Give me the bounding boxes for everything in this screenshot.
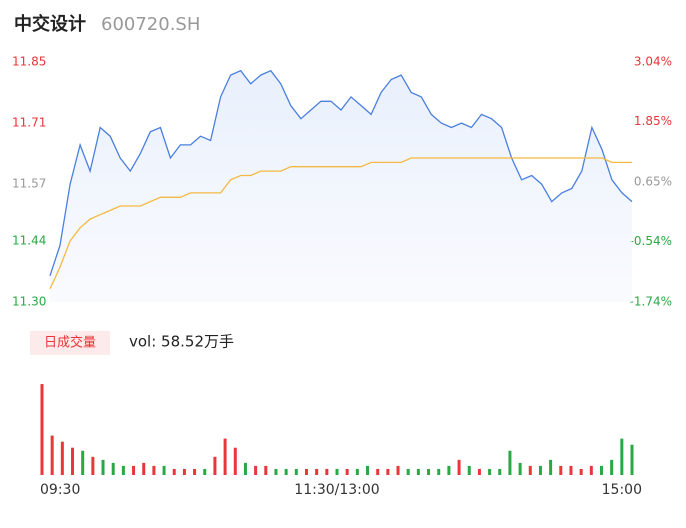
volume-bar — [467, 465, 471, 475]
price-line — [49, 69, 633, 277]
volume-bar — [335, 468, 339, 475]
volume-bar — [366, 465, 370, 475]
volume-bar — [579, 468, 583, 475]
average-line — [49, 157, 632, 290]
y-tick-label: 11.85 — [12, 55, 46, 69]
volume-bar — [427, 468, 431, 475]
volume-bar — [325, 468, 329, 475]
volume-bar — [620, 438, 624, 475]
volume-bar — [355, 468, 359, 475]
volume-bar — [213, 456, 217, 475]
volume-bar — [386, 468, 390, 475]
y2-tick-label: 0.65% — [634, 175, 672, 189]
volume-bar — [528, 465, 532, 475]
volume-bar — [203, 468, 207, 475]
volume-bar — [121, 465, 125, 475]
volume-bar — [437, 468, 441, 475]
volume-annotation: vol: 58.52万手 — [129, 333, 234, 351]
x-tick-label: 09:30 — [40, 482, 80, 498]
y2-tick-label: 1.85% — [634, 114, 672, 128]
volume-bar — [488, 468, 492, 475]
volume-button-label[interactable]: 日成交量 — [44, 335, 96, 351]
volume-bar — [60, 441, 64, 475]
volume-bar — [142, 462, 146, 475]
x-tick-label: 15:00 — [602, 482, 642, 498]
volume-bar — [254, 465, 258, 475]
volume-bar — [284, 468, 288, 475]
volume-bar — [569, 465, 573, 475]
volume-bar — [376, 468, 380, 475]
volume-bar — [416, 468, 420, 475]
volume-button[interactable] — [30, 331, 110, 355]
volume-bar — [101, 459, 105, 475]
x-tick-label: 11:30/13:00 — [294, 482, 379, 498]
volume-bar — [457, 459, 461, 475]
volume-bar — [193, 468, 197, 475]
volume-bar — [630, 444, 634, 475]
y-tick-label: 11.30 — [12, 295, 46, 309]
volume-bar — [172, 468, 176, 475]
volume-bar — [111, 462, 115, 475]
volume-bar — [71, 447, 75, 475]
price-area — [50, 70, 632, 302]
y2-tick-label: 3.04% — [634, 55, 672, 69]
volume-bar — [294, 468, 298, 475]
volume-bar — [152, 465, 156, 475]
chart-title: 中交设计 — [14, 13, 86, 35]
volume-bar — [599, 465, 603, 475]
volume-bar — [406, 468, 410, 475]
volume-bar — [396, 465, 400, 475]
volume-bar — [132, 465, 136, 475]
volume-bar — [498, 468, 502, 475]
volume-bar — [243, 462, 247, 475]
volume-bar — [345, 468, 349, 475]
volume-bar — [304, 468, 308, 475]
volume-bar — [610, 459, 614, 475]
volume-bar — [223, 438, 227, 475]
volume-bar — [549, 459, 553, 475]
volume-bar — [182, 468, 186, 475]
volume-bar — [589, 465, 593, 475]
y-tick-label: 11.57 — [12, 177, 46, 191]
y-tick-label: 11.44 — [12, 233, 46, 247]
volume-bar — [50, 435, 54, 475]
y-tick-label: 11.71 — [12, 116, 46, 130]
volume-bar — [233, 447, 237, 475]
volume-bar — [559, 465, 563, 475]
volume-bar — [81, 450, 85, 475]
volume-bar — [40, 384, 44, 475]
volume-bar — [477, 468, 481, 475]
y2-tick-label: -0.54% — [630, 234, 672, 248]
stock-code: 600720.SH — [101, 14, 200, 35]
volume-bar — [315, 468, 319, 475]
volume-bar — [538, 465, 542, 475]
y2-tick-label: -1.74% — [630, 295, 672, 309]
volume-bar — [264, 465, 268, 475]
volume-bar — [274, 468, 278, 475]
volume-bar — [508, 450, 512, 475]
volume-bar — [447, 465, 451, 475]
volume-bar — [91, 456, 95, 475]
volume-bar — [518, 462, 522, 475]
volume-bar — [162, 465, 166, 475]
